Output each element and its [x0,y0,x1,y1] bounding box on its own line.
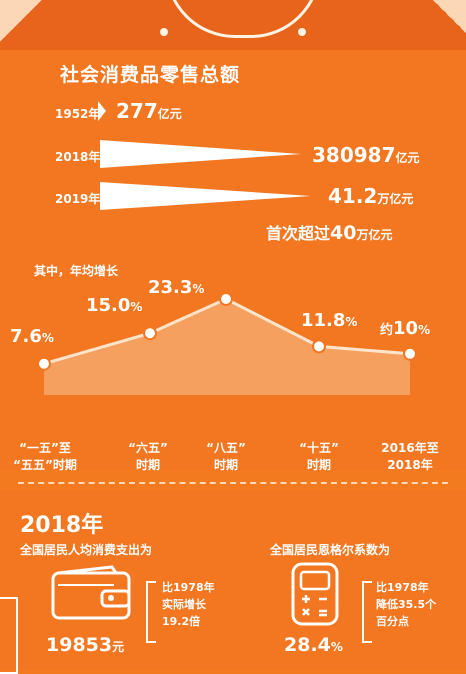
bag-handle-hole-right [298,28,306,36]
growth-subtitle: 其中，年均增长 [34,264,119,278]
growth-value-label: 15.0% [86,295,143,317]
retail-value-2018: 380987亿元 [312,143,420,167]
retail-bar-1952 [98,101,106,121]
growth-value-label: 7.6% [10,325,54,347]
growth-point [312,339,326,354]
retail-bar-2018 [100,140,301,168]
calculator-icon [291,562,339,626]
headline-milestone: 首次超过40万亿元 [266,222,393,244]
growth-point [37,356,51,371]
household-panel [0,490,466,670]
wallet-icon [51,565,131,620]
retail-year-2019: 2019年 [55,192,101,206]
period-label: “十五” 时期 [299,441,339,472]
period-label: 2016年至 2018年 [381,441,439,472]
growth-area-fill [44,299,410,395]
consumption-caption: 全国居民人均消费支出为 [20,543,153,557]
bag-handle-hole-left [160,28,168,36]
section-divider [18,482,448,484]
period-label: “八五” 时期 [206,441,246,472]
retail-value-2019: 41.2万亿元 [328,184,414,208]
engel-value: 28.4% [284,634,343,656]
growth-value-label: 23.3% [148,277,205,298]
retail-year-1952: 1952年 [55,107,101,121]
growth-value-label: 约10% [380,317,431,339]
engel-note: 比1978年 降低35.5个 百分点 [376,581,437,628]
retail-year-2018: 2018年 [55,150,101,164]
page-title: 社会消费品零售总额 [60,64,241,86]
retail-value-1952: 277亿元 [116,99,182,123]
consumption-note: 比1978年 实际增长 19.2倍 [162,581,215,628]
section2-year: 2018年 [20,513,104,538]
edge-frame-decoration [0,597,18,674]
consumption-value: 19853元 [46,634,125,656]
retail-bar-2019 [100,182,311,210]
growth-value-label: 11.8% [301,310,358,332]
retail-panel [0,50,466,470]
growth-point [403,346,417,361]
engel-note-bracket [362,581,372,643]
growth-point [219,292,233,307]
growth-point [143,326,157,341]
engel-caption: 全国居民恩格尔系数为 [270,543,391,557]
growth-area-chart [37,292,417,395]
period-label: “六五” 时期 [128,441,168,472]
period-label: “一五”至 “五五”时期 [13,441,77,472]
consumption-note-bracket [146,581,156,643]
